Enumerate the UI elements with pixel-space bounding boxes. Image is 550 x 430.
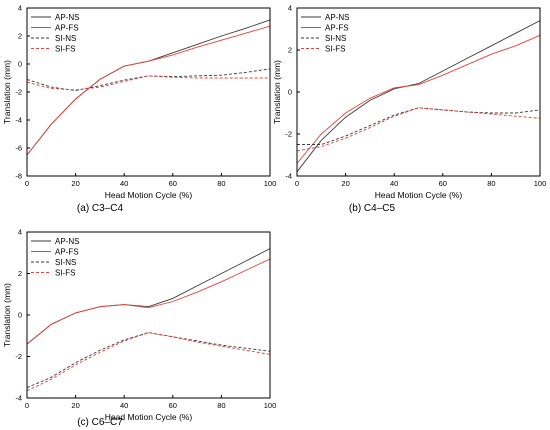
chart-caption: (b) C4–C5 (349, 203, 396, 214)
series-line-ap-ns (296, 20, 541, 173)
chart-caption: (c) C6–C7 (77, 417, 123, 428)
x-tick-label: 60 (169, 401, 177, 410)
y-axis-label: Translation (mm) (2, 283, 12, 347)
y-tick-label: 4 (18, 4, 22, 13)
legend-label: SI-FS (55, 269, 75, 278)
y-tick-label: -4 (15, 394, 22, 403)
x-tick-label: 0 (25, 401, 29, 410)
x-tick-label: 60 (439, 179, 447, 188)
legend-label: SI-NS (55, 258, 76, 267)
x-tick-label: 0 (25, 179, 29, 188)
series-line-si-ns (26, 332, 271, 389)
x-tick-label: 80 (217, 179, 225, 188)
legend-label: AP-NS (55, 237, 79, 246)
y-tick-label: 2 (18, 269, 22, 278)
y-tick-label: 2 (288, 46, 292, 55)
chart-panel-3: 0 20 40 60 80 100 -4 -2 0 2 4 Head Motion Cycle (%)… (2, 228, 276, 429)
y-tick-label: -2 (15, 352, 22, 361)
x-tick-label: 20 (71, 401, 79, 410)
series-line-si-fs (296, 107, 541, 152)
legend-label: AP-FS (55, 248, 79, 257)
legend-label: AP-FS (55, 24, 79, 33)
x-tick-label: 0 (295, 179, 299, 188)
series-line-si-ns (26, 68, 271, 92)
x-tick-label: 100 (264, 179, 277, 188)
x-tick-label: 80 (487, 179, 495, 188)
y-tick-label: 4 (288, 4, 292, 13)
y-tick-label: 0 (288, 88, 292, 97)
y-tick-label: -6 (15, 144, 22, 153)
series-line-si-fs (26, 75, 270, 91)
x-axis-label: Head Motion Cycle (%) (105, 190, 193, 200)
series-line-ap-fs (296, 34, 541, 164)
x-tick-label: 80 (217, 401, 225, 410)
y-tick-label: 2 (18, 32, 22, 41)
x-tick-label: 60 (169, 179, 177, 188)
series-line-ap-fs (26, 25, 271, 156)
y-axis-label: Translation (mm) (272, 60, 282, 124)
chart-panel-2: 0 20 40 60 80 100 -4 -2 0 2 4 Head Motion Cycle (%)… (272, 4, 546, 215)
y-tick-label: 0 (18, 311, 22, 320)
legend-label: SI-FS (55, 45, 75, 54)
legend-label: SI-NS (325, 34, 346, 43)
legend-label: SI-NS (55, 34, 76, 43)
x-tick-label: 40 (390, 179, 398, 188)
y-tick-label: -2 (285, 130, 292, 139)
y-tick-label: -4 (15, 116, 22, 125)
series-line-ap-fs (26, 258, 271, 345)
y-tick-label: -2 (15, 88, 22, 97)
y-tick-label: 0 (18, 60, 22, 69)
series-line-si-ns (297, 107, 541, 145)
x-axis-label: Head Motion Cycle (%) (105, 412, 193, 422)
plot-frame (26, 231, 271, 399)
y-axis-label: Translation (mm) (2, 60, 12, 124)
legend-label: AP-NS (325, 13, 349, 22)
x-tick-label: 20 (71, 179, 79, 188)
x-tick-label: 20 (341, 179, 349, 188)
legend-label: SI-FS (325, 45, 345, 54)
x-axis-label: Head Motion Cycle (%) (375, 190, 463, 200)
y-tick-label: -8 (15, 172, 22, 181)
legend-label: AP-NS (55, 13, 79, 22)
chart-caption: (a) C3–C4 (77, 203, 124, 214)
x-tick-label: 100 (534, 179, 547, 188)
legend-label: AP-FS (325, 24, 349, 33)
series-line-si-fs (26, 332, 271, 392)
y-tick-label: 4 (18, 228, 22, 237)
y-tick-label: -4 (285, 172, 292, 181)
chart-panel-1: 0 20 40 60 80 100 -8 -6 -4 -2 0 2 4 Head Motion Cycle… (2, 4, 276, 215)
x-tick-label: 100 (264, 401, 277, 410)
x-tick-label: 40 (120, 401, 128, 410)
x-tick-label: 40 (120, 179, 128, 188)
